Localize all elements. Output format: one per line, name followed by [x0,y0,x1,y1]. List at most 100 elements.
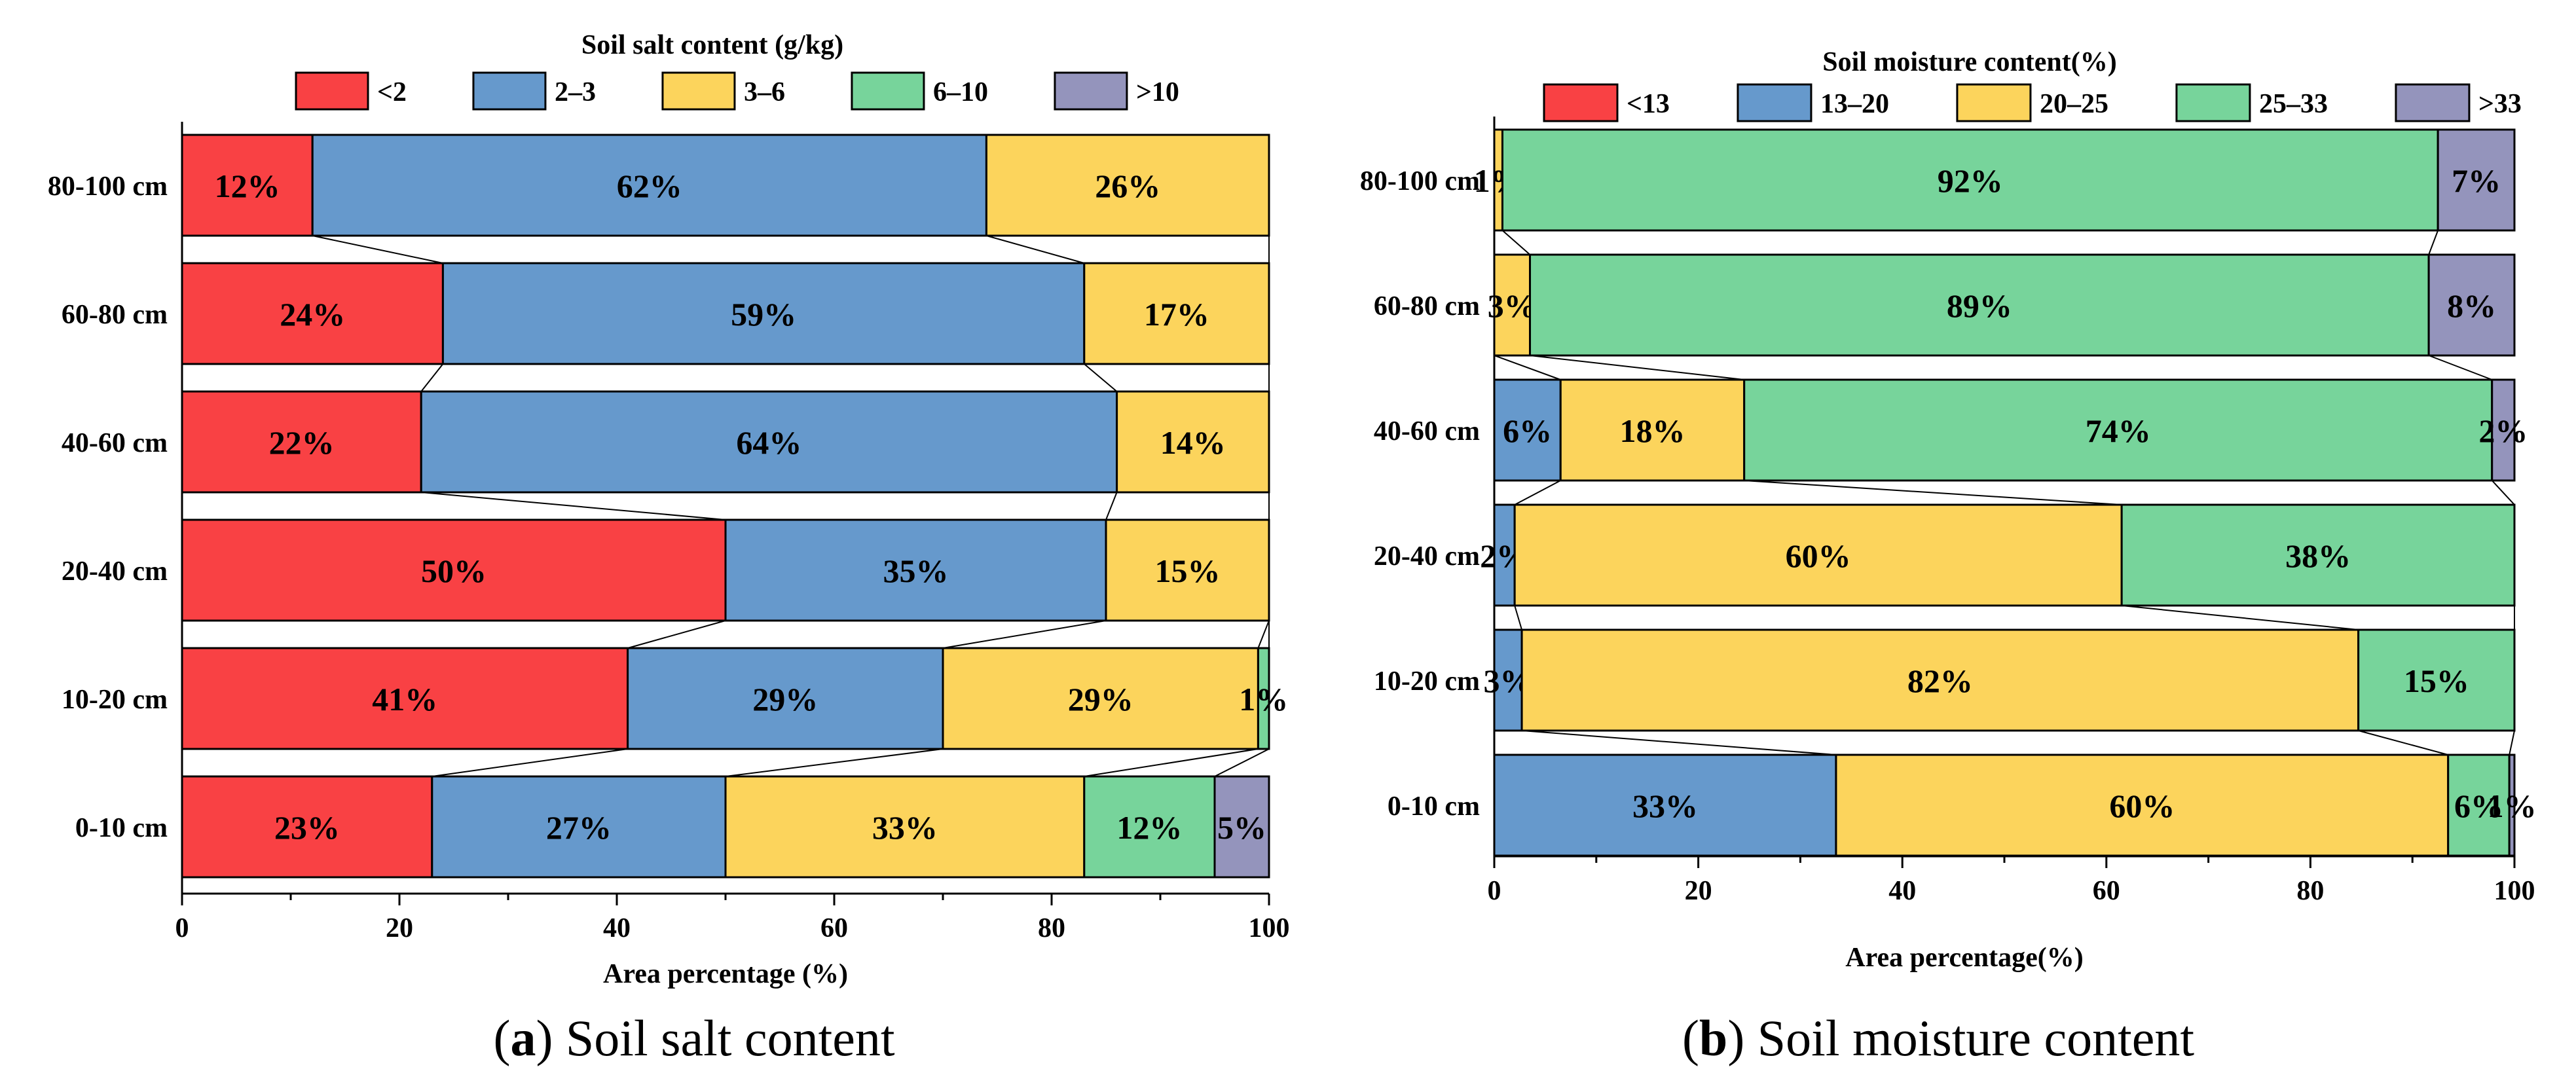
salt-legend-swatch-0 [295,71,369,111]
salt-data-label-1-1: 59% [731,296,796,333]
salt-data-label-5-3: 12% [1116,809,1182,846]
caption-a: (a) Soil salt content [493,1009,894,1066]
salt-data-label-3-0: 50% [421,553,487,589]
salt-x-tick-label-5: 100 [1249,913,1290,943]
moisture-connector-1-1 [1494,355,1561,380]
salt-data-label-4-0: 41% [372,681,437,718]
moisture-connector-2-3 [2491,480,2515,505]
moisture-legend-swatch-2 [1956,83,2032,122]
salt-bar-5-4 [1213,775,1270,879]
moisture-chart-plot: 80-100 cm 1% 92% 7% 60-80 cm 3% 89% 8% 40-60 cm 6… [1360,117,2537,906]
salt-category-label-3: 20-40 cm [62,556,168,587]
salt-connector-4-1 [725,748,944,777]
salt-data-label-3-1: 35% [883,553,949,589]
moisture-chart-panel: Soil moisture content(%) <13 13–20 20–25 25… [1360,47,2537,973]
moisture-data-label-5-4: 1% [2488,788,2537,824]
moisture-connector-4-1 [1521,730,1837,755]
moisture-category-label-4: 10-20 cm [1374,666,1480,697]
salt-connector-2-0 [421,492,726,520]
salt-category-label-2: 40-60 cm [62,428,168,458]
salt-bar-2-2 [1116,390,1270,494]
moisture-data-label-3-3: 38% [2285,537,2351,574]
salt-bar-0-0 [181,134,314,237]
salt-data-label-2-0: 22% [269,424,335,461]
moisture-connector-3-1 [1514,605,1523,630]
moisture-connector-3-2 [2122,605,2359,630]
moisture-data-label-1-4: 8% [2447,287,2496,324]
moisture-data-label-0-4: 7% [2452,162,2501,199]
moisture-data-label-1-3: 89% [1947,287,2012,324]
moisture-data-label-0-3: 92% [1938,162,2003,199]
salt-data-label-3-2: 15% [1155,553,1221,589]
moisture-connector-0-3 [2428,230,2439,255]
moisture-bar-5-2 [1835,754,2450,857]
moisture-data-label-2-1: 6% [1503,412,1552,449]
salt-data-label-4-3: 1% [1239,681,1288,718]
salt-connector-4-2 [1084,748,1259,777]
moisture-data-label-4-2: 82% [1907,663,1973,699]
caption-a-letter: a [510,1009,536,1066]
moisture-x-tick-label-4: 80 [2296,876,2324,906]
caption-b-letter: b [1699,1009,1727,1066]
moisture-connector-1-2 [1530,355,1744,380]
caption-b: (b) Soil moisture content [1682,1009,2194,1066]
moisture-data-label-1-2: 3% [1488,287,1537,324]
salt-bar-1-2 [1083,262,1270,365]
salt-chart-panel: Soil salt content (g/kg) <2 2–3 3–6 6–10 >10… [48,30,1290,989]
moisture-bar-3-2 [1513,503,2123,607]
salt-legend-label-3: 6–10 [933,77,988,107]
salt-chart-plot: 80-100 cm 12% 62% 26% 60-80 cm 24% 59% 17% 40-60… [48,122,1290,943]
moisture-connector-4-3 [2509,730,2515,755]
salt-bar-0-2 [985,134,1270,237]
salt-legend-label-1: 2–3 [555,77,596,107]
salt-legend-swatch-4 [1054,71,1128,111]
moisture-bar-0-4 [2437,128,2516,232]
moisture-connector-1-3 [2428,355,2493,380]
moisture-bar-4-1 [1493,628,1523,732]
salt-bar-5-3 [1083,775,1216,879]
salt-bar-2-1 [420,390,1118,494]
moisture-bar-2-4 [2491,378,2516,482]
moisture-x-tick-label-0: 0 [1488,876,1501,906]
moisture-category-label-5: 0-10 cm [1388,791,1480,822]
moisture-connector-4-2 [2358,730,2448,755]
salt-legend-label-2: 3–6 [744,77,785,107]
moisture-chart-legend: <13 13–20 20–25 25–33 >33 [1543,83,2522,122]
moisture-bar-0-3 [1501,128,2439,232]
moisture-legend-label-4: >33 [2478,89,2522,119]
moisture-bar-1-4 [2427,253,2516,357]
moisture-data-label-5-3: 6% [2454,788,2503,824]
moisture-connector-2-1 [1514,480,1561,505]
salt-data-label-2-2: 14% [1160,424,1226,461]
moisture-data-label-2-4: 2% [2478,412,2528,449]
salt-chart-legend: <2 2–3 3–6 6–10 >10 [295,71,1179,111]
caption-b-text: Soil moisture content [1757,1009,2195,1066]
moisture-chart-x-axis-label: Area percentage(%) [1845,943,2083,973]
salt-data-label-5-2: 33% [872,809,938,846]
salt-data-label-4-1: 29% [752,681,818,718]
salt-x-tick-label-4: 80 [1038,913,1065,943]
moisture-legend-label-3: 25–33 [2259,89,2328,119]
moisture-category-label-0: 80-100 cm [1360,166,1480,196]
moisture-x-tick-label-5: 100 [2494,876,2535,906]
salt-category-label-4: 10-20 cm [62,685,168,715]
salt-chart-x-axis-label: Area percentage (%) [603,959,848,989]
moisture-chart-title: Soil moisture content(%) [1822,47,2117,77]
salt-connector-2-1 [1105,492,1118,520]
moisture-category-label-1: 60-80 cm [1374,291,1480,321]
salt-bar-2-0 [181,390,422,494]
salt-bar-4-2 [942,647,1259,750]
moisture-connector-2-2 [1744,480,2122,505]
salt-bar-1-0 [181,262,444,365]
salt-connector-1-0 [420,363,444,392]
salt-legend-swatch-2 [661,71,736,111]
moisture-x-tick-label-3: 60 [2093,876,2120,906]
salt-connector-3-0 [627,620,726,649]
salt-bar-4-0 [181,647,629,750]
moisture-bar-3-1 [1493,503,1516,607]
salt-x-tick-label-1: 20 [386,913,413,943]
salt-chart-title: Soil salt content (g/kg) [581,30,843,60]
moisture-legend-swatch-3 [2175,83,2251,122]
moisture-legend-label-0: <13 [1627,89,1670,119]
